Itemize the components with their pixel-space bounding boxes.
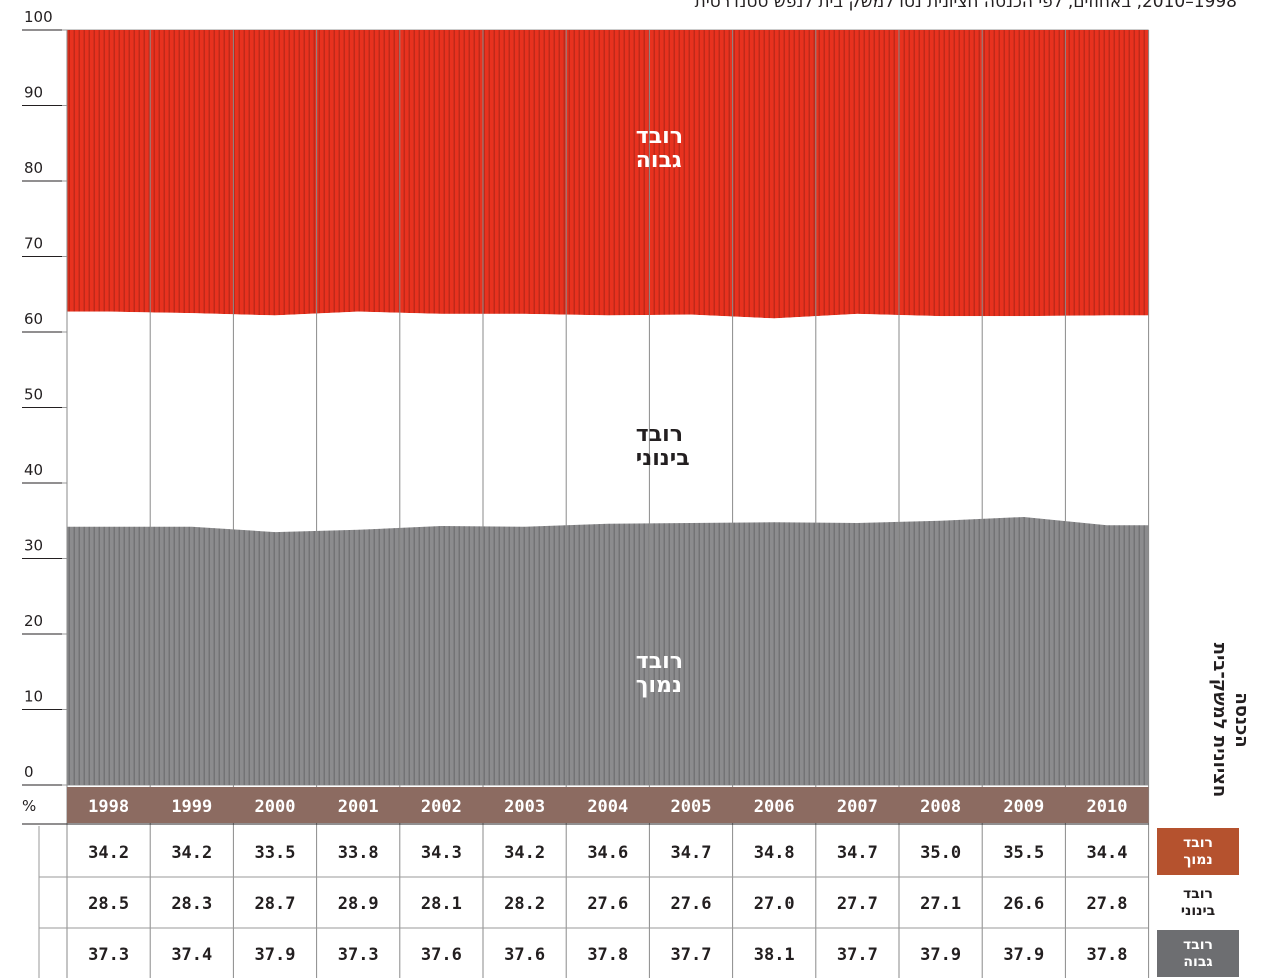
percent-symbol: % [22, 797, 36, 815]
table-cell-high: 37.3 [88, 945, 129, 965]
band-label-low: נמוך [636, 673, 682, 698]
y-axis-ticks: 0 10 20 30 40 50 60 70 80 90 100 [22, 8, 62, 786]
row-label-low: נמוך [1183, 852, 1212, 868]
year-label: 2005 [671, 797, 712, 817]
year-label: 2008 [920, 797, 961, 817]
data-table: 34.2 34.2 33.5 33.8 34.3 34.2 34.6 34.7 34.8 34.7… [38, 826, 1239, 978]
row-label-bg-middle [1157, 879, 1239, 926]
band-label-high: גבוה [636, 148, 682, 173]
table-cell-low: 33.8 [338, 843, 379, 863]
table-cell-low: 34.7 [671, 843, 712, 863]
table-cell-high: 37.7 [837, 945, 878, 965]
table-cell-high: 37.9 [255, 945, 296, 965]
table-cell-low: 34.6 [587, 843, 628, 863]
table-cell-low: 34.3 [421, 843, 462, 863]
ytick-label: 90 [24, 84, 43, 102]
table-cell-low: 33.5 [255, 843, 296, 863]
table-cell-low: 35.5 [1003, 843, 1044, 863]
row-label-middle: בינוני [1181, 903, 1215, 919]
year-label: 2000 [255, 797, 296, 817]
row-label-bg-low [1157, 828, 1239, 875]
table-cell-low: 34.7 [837, 843, 878, 863]
ytick-label: 60 [24, 310, 43, 328]
table-cell-middle: 26.6 [1003, 894, 1044, 914]
table-cell-low: 34.2 [88, 843, 129, 863]
table-cell-high: 37.4 [171, 945, 212, 965]
ytick-label: 0 [24, 763, 34, 781]
band-label-middle: בינוני [636, 446, 690, 471]
table-cell-middle: 28.9 [338, 894, 379, 914]
table-cell-high: 37.7 [671, 945, 712, 965]
area-low-texture [67, 516, 1149, 785]
table-cell-middle: 27.0 [754, 894, 795, 914]
row-label-high: רובד [1183, 937, 1213, 953]
year-label: 2006 [754, 797, 795, 817]
table-cell-high: 37.6 [421, 945, 462, 965]
year-label: 1998 [88, 797, 129, 817]
ytick-label: 80 [24, 159, 43, 177]
y-axis-title-line1: הכנסה [1231, 692, 1252, 747]
y-axis-title-line2: חציונית למשק־בית [1209, 643, 1230, 797]
year-band: % 1998 1999 2000 2001 2002 2003 2004 2005 2006 200… [22, 787, 1149, 825]
year-label: 2004 [587, 797, 628, 817]
row-label-low: רובד [1183, 835, 1213, 851]
row-label-high: גבוה [1183, 954, 1212, 970]
table-cell-low: 34.2 [504, 843, 545, 863]
table-cell-middle: 28.5 [88, 894, 129, 914]
year-label: 2010 [1087, 797, 1128, 817]
ytick-label: 10 [24, 688, 43, 706]
area-high-texture [67, 30, 1149, 319]
table-cell-low: 34.2 [171, 843, 212, 863]
table-cell-high: 37.9 [920, 945, 961, 965]
band-label-middle: רובד [636, 422, 683, 447]
area-middle [67, 311, 1149, 533]
year-label: 2002 [421, 797, 462, 817]
table-cell-low: 34.8 [754, 843, 795, 863]
band-label-low: רובד [636, 649, 683, 674]
area-layers [67, 30, 1149, 785]
table-cell-middle: 28.2 [504, 894, 545, 914]
ytick-label: 50 [24, 386, 43, 404]
table-cell-middle: 27.6 [671, 894, 712, 914]
table-cell-middle: 27.7 [837, 894, 878, 914]
year-label: 2003 [504, 797, 545, 817]
table-cell-middle: 28.1 [421, 894, 462, 914]
table-cell-high: 37.9 [1003, 945, 1044, 965]
table-cell-high: 37.6 [504, 945, 545, 965]
row-label-bg-high [1157, 930, 1239, 977]
ytick-label: 100 [24, 8, 53, 26]
table-cell-middle: 27.8 [1087, 894, 1128, 914]
table-cell-middle: 27.6 [587, 894, 628, 914]
chart-subtitle: 1998–2010, באחוזים, לפי הכנסה חציונית נט… [694, 0, 1237, 12]
year-label: 2009 [1003, 797, 1044, 817]
year-label: 1999 [171, 797, 212, 817]
ytick-label: 70 [24, 235, 43, 253]
table-cell-middle: 28.7 [255, 894, 296, 914]
ytick-label: 30 [24, 537, 43, 555]
row-label-middle: רובד [1183, 886, 1213, 902]
table-cell-high: 37.8 [587, 945, 628, 965]
table-cell-high: 37.8 [1087, 945, 1128, 965]
table-cell-middle: 28.3 [171, 894, 212, 914]
table-cell-high: 38.1 [754, 945, 795, 965]
year-band-bg [67, 787, 1149, 823]
ytick-label: 40 [24, 461, 43, 479]
year-label: 2007 [837, 797, 878, 817]
table-cell-low: 34.4 [1087, 843, 1128, 863]
year-label: 2001 [338, 797, 379, 817]
table-cell-middle: 27.1 [920, 894, 961, 914]
ytick-label: 20 [24, 612, 43, 630]
band-label-high: רובד [636, 124, 683, 149]
table-cell-high: 37.3 [338, 945, 379, 965]
table-cell-low: 35.0 [920, 843, 961, 863]
